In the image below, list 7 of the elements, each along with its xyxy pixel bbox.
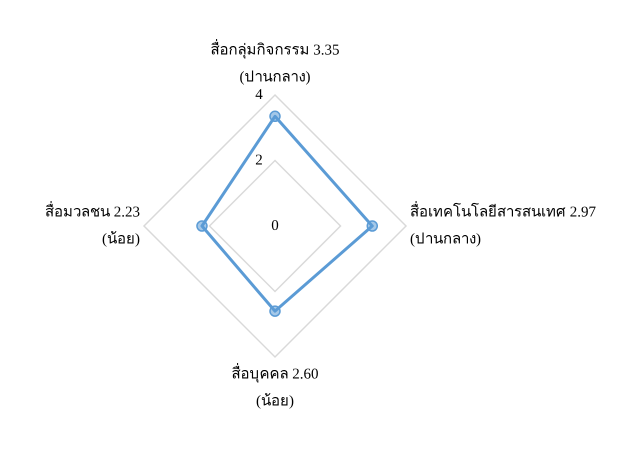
y-tick-label: 2 — [255, 152, 263, 168]
spoke-label: สื่อบุคคล 2.60 (น้อย) — [232, 362, 318, 410]
y-tick-label: 4 — [255, 86, 264, 103]
spoke-label: สื่อกลุ่มกิจกรรม 3.35 (ปานกลาง) — [210, 38, 340, 86]
spoke-label: สื่อเทคโนโลยีสารสนเทศ 2.97 (ปานกลาง) — [410, 200, 596, 248]
spoke-label: สื่อมวลชน 2.23 (น้อย) — [45, 200, 140, 248]
y-tick-label: 0 — [271, 218, 279, 234]
